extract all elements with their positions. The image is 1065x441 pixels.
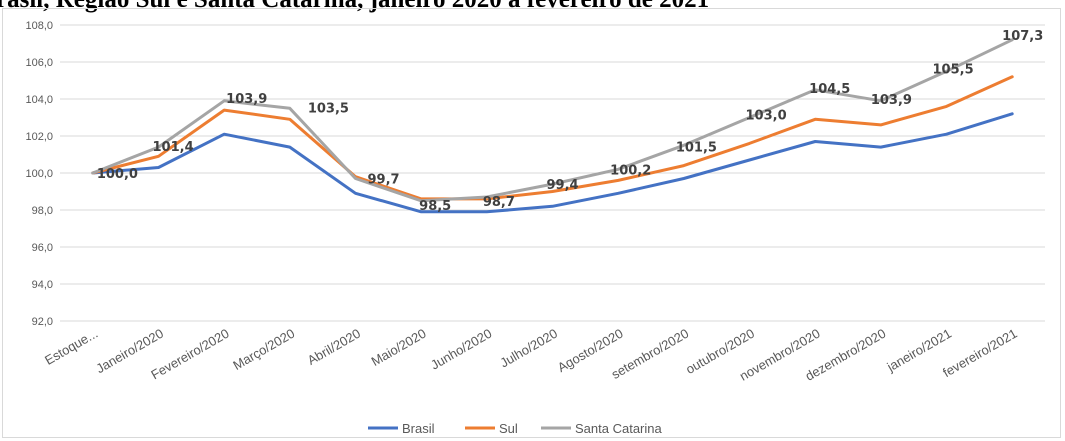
y-tick-label: 96,0	[32, 242, 53, 254]
data-label: 107,3	[1002, 29, 1043, 44]
data-label: 103,5	[308, 101, 349, 116]
x-tick-label: Junho/2020	[428, 326, 494, 373]
series-line-santa-catarina	[91, 38, 1014, 203]
x-tick-label: Abril/2020	[305, 326, 363, 368]
chart-frame	[2, 8, 1061, 438]
data-label: 101,5	[676, 140, 717, 155]
data-label: 98,5	[419, 199, 451, 214]
x-tick-label: Estoque...	[42, 326, 100, 368]
y-tick-label: 94,0	[32, 279, 53, 291]
x-axis-ticks: Estoque...Janeiro/2020Fevereiro/2020Març…	[42, 326, 1020, 384]
data-label: 103,0	[746, 109, 787, 124]
legend-label: Brasil	[402, 421, 435, 436]
series-lines	[91, 38, 1014, 214]
data-label: 105,5	[933, 62, 974, 77]
data-label: 99,7	[368, 173, 400, 188]
y-tick-label: 106,0	[25, 57, 53, 69]
data-label: 100,2	[610, 163, 651, 178]
y-axis-ticks: 92,0 94,0 96,0 98,0 100,0 102,0 104,0 106,0 108,…	[25, 20, 53, 328]
data-labels: 100,0 101,4 103,9 103,5 99,7 98,5 98,7 99,4 100,…	[97, 29, 1043, 214]
y-tick-label: 92,0	[32, 316, 53, 328]
data-label: 100,0	[97, 167, 138, 182]
y-tick-label: 100,0	[25, 168, 53, 180]
gridlines	[60, 24, 1045, 322]
x-tick-label: fevereiro/2021	[940, 326, 1019, 381]
x-tick-label: Julho/2020	[497, 326, 560, 371]
y-tick-label: 104,0	[25, 94, 53, 106]
legend-label: Sul	[499, 421, 518, 436]
data-label: 98,7	[483, 195, 515, 210]
data-label: 103,9	[226, 92, 267, 107]
y-tick-label: 108,0	[25, 20, 53, 32]
series-line-brasil	[91, 112, 1014, 214]
legend: Brasil Sul Santa Catarina	[368, 421, 662, 436]
data-label: 104,5	[809, 82, 850, 97]
y-tick-label: 102,0	[25, 131, 53, 143]
x-tick-label: Março/2020	[230, 326, 297, 373]
x-tick-label: Maio/2020	[369, 326, 429, 369]
legend-label: Santa Catarina	[575, 421, 662, 436]
y-tick-label: 98,0	[32, 205, 53, 217]
series-line-sul	[91, 75, 1014, 201]
data-label: 99,4	[547, 178, 579, 193]
data-label: 101,4	[153, 140, 194, 155]
data-label: 103,9	[871, 93, 912, 108]
chart-title: rasil, Região Sul e Santa Catarina, jane…	[0, 0, 709, 14]
